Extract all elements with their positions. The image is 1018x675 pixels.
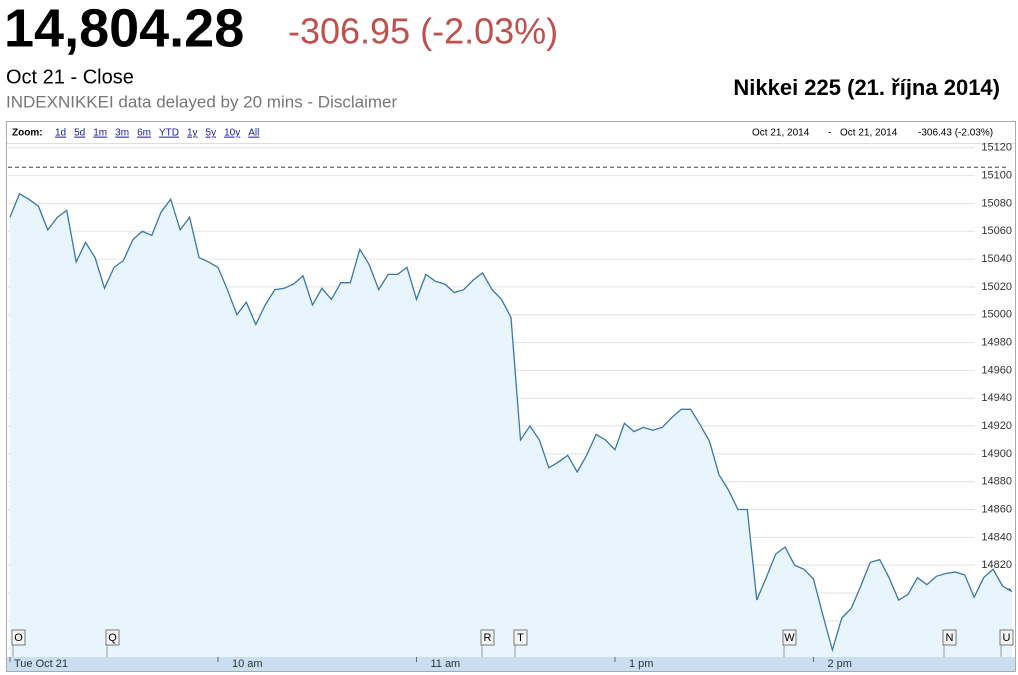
range-text: -306.43 (-2.03%) bbox=[918, 128, 993, 139]
x-tick-label: 1 pm bbox=[629, 658, 653, 670]
x-axis-strip bbox=[7, 657, 1015, 671]
event-flag[interactable] bbox=[105, 629, 120, 646]
y-tick-label: 15020 bbox=[981, 281, 1012, 293]
y-tick-label: 14920 bbox=[981, 420, 1012, 432]
x-tick-label: Tue Oct 21 bbox=[14, 658, 68, 670]
y-tick-label: 14940 bbox=[981, 392, 1012, 404]
price-line bbox=[9, 192, 1013, 653]
event-flag-label[interactable]: N bbox=[946, 632, 954, 644]
event-flag[interactable] bbox=[513, 629, 528, 646]
y-tick-label: 14860 bbox=[981, 503, 1012, 515]
zoom-option[interactable]: 6m bbox=[137, 128, 151, 139]
event-flag-label[interactable]: R bbox=[484, 632, 492, 644]
zoom-option[interactable]: 10y bbox=[224, 128, 240, 139]
zoom-option[interactable]: All bbox=[248, 128, 259, 139]
y-tick-label: 15100 bbox=[981, 170, 1012, 182]
event-flag-label[interactable]: W bbox=[784, 632, 795, 644]
y-tick-label: 15000 bbox=[981, 309, 1012, 321]
range-text: Oct 21, 2014 bbox=[752, 128, 810, 139]
event-flag[interactable] bbox=[999, 629, 1014, 646]
range-text: Oct 21, 2014 bbox=[840, 128, 898, 139]
event-flag-label[interactable]: Q bbox=[108, 632, 117, 644]
y-tick-label: 15040 bbox=[981, 253, 1012, 265]
zoom-label: Zoom: bbox=[12, 128, 43, 139]
x-tick-label: 10 am bbox=[232, 658, 263, 670]
chart-label: Nikkei 225 (21. října 2014) bbox=[733, 75, 1000, 100]
event-flag-label[interactable]: T bbox=[517, 632, 524, 644]
x-tick-label: 11 am bbox=[430, 658, 460, 670]
zoom-option[interactable]: 1m bbox=[93, 128, 107, 139]
price: 14,804.28 bbox=[4, 0, 244, 58]
zoom-option[interactable]: 1d bbox=[55, 128, 66, 139]
range-text: - bbox=[828, 128, 831, 139]
zoom-option[interactable]: 3m bbox=[115, 128, 129, 139]
y-tick-label: 14820 bbox=[981, 559, 1012, 571]
event-flag-label[interactable]: U bbox=[1003, 632, 1011, 644]
event-flag[interactable] bbox=[480, 629, 495, 646]
y-tick-label: 14880 bbox=[981, 476, 1012, 488]
zoom-option[interactable]: YTD bbox=[159, 128, 179, 139]
y-tick-label: 14980 bbox=[981, 336, 1012, 348]
close-date: Oct 21 - Close bbox=[6, 66, 134, 88]
y-tick-label: 14840 bbox=[981, 531, 1012, 543]
zoom-option[interactable]: 5y bbox=[206, 128, 217, 139]
y-tick-label: 15080 bbox=[981, 197, 1012, 209]
event-flag-label[interactable]: O bbox=[14, 632, 23, 644]
source-note: INDEXNIKKEI data delayed by 20 mins - Di… bbox=[6, 92, 397, 111]
price-change: -306.95 (-2.03%) bbox=[288, 11, 558, 52]
event-flag[interactable] bbox=[782, 629, 797, 646]
y-tick-label: 14960 bbox=[981, 364, 1012, 376]
price-area bbox=[10, 193, 1012, 657]
y-tick-label: 14900 bbox=[981, 448, 1012, 460]
zoom-option[interactable]: 5d bbox=[74, 128, 85, 139]
event-flag[interactable] bbox=[942, 629, 957, 646]
x-tick-label: 2 pm bbox=[827, 658, 851, 670]
y-tick-label: 15060 bbox=[981, 225, 1012, 237]
y-tick-label: 15120 bbox=[981, 142, 1012, 154]
zoom-option[interactable]: 1y bbox=[187, 128, 198, 139]
event-flag[interactable] bbox=[11, 629, 26, 646]
